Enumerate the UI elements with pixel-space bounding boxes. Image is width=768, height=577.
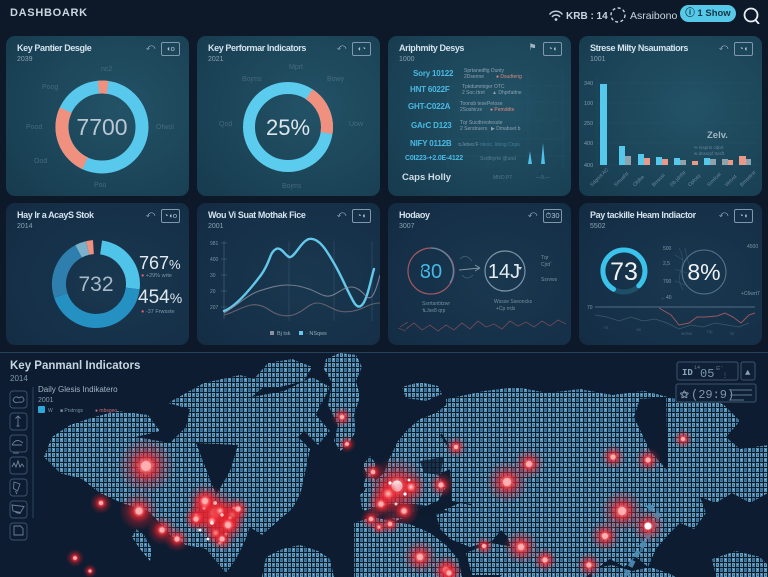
svg-text:■ Prstrogs: ■ Prstrogs: [60, 408, 84, 414]
svg-text:Ssrrtanbtzwr: Ssrrtanbtzwr: [422, 301, 450, 307]
svg-text:2Soshirze: 2Soshirze: [460, 107, 482, 113]
svg-text:2Dsenne: 2Dsenne: [464, 74, 484, 80]
svg-text:Wrtvst: Wrtvst: [724, 174, 739, 189]
svg-text:rrp: rrp: [707, 329, 713, 334]
svg-text:Smuafst: Smuafst: [613, 170, 631, 188]
svg-text:2 Soc.ttret: 2 Soc.ttret: [462, 90, 485, 96]
svg-text:w dnssrpf ttosft: w dnssrpf ttosft: [694, 151, 725, 156]
svg-text:Ssrvws: Ssrvws: [541, 277, 558, 283]
svg-text:7700: 7700: [76, 114, 127, 140]
svg-text:Cjrdˇ: Cjrdˇ: [541, 262, 552, 268]
svg-text:(29:9): (29:9): [691, 388, 734, 402]
svg-text:▶ Dmabset b: ▶ Dmabset b: [491, 126, 521, 132]
svg-text:8%: 8%: [687, 259, 720, 285]
svg-text:Zelv.: Zelv.: [707, 130, 728, 141]
svg-text:W: W: [48, 408, 53, 414]
svg-text:250: 250: [584, 121, 593, 127]
svg-text:2 Serstruers: 2 Serstruers: [460, 126, 488, 132]
svg-text:+Cp rrds: +Cp rrds: [496, 306, 516, 312]
svg-text:Daily Glesis Indikatero: Daily Glesis Indikatero: [38, 385, 118, 394]
svg-text:ID: ID: [682, 368, 693, 378]
svg-text:14: 14: [694, 365, 700, 371]
svg-text:▲: ▲: [745, 368, 751, 378]
svg-text:Oplosy: Oplosy: [687, 173, 703, 189]
svg-text:400: 400: [584, 163, 593, 169]
svg-text:ntesc. ldesg Cnps: ntesc. ldesg Cnps: [480, 142, 520, 148]
svg-text:HNT 6022F: HNT 6022F: [410, 85, 450, 94]
svg-text:⚝: ⚝: [680, 389, 689, 400]
svg-text:Wssse Sseoncks: Wssse Sseoncks: [494, 299, 533, 305]
svg-text:● Pemddte: ● Pemddte: [490, 107, 515, 113]
svg-text:4500: 4500: [747, 244, 758, 250]
svg-text:←40: ←40: [661, 295, 672, 301]
svg-text:⇅Jse8 qrp: ⇅Jse8 qrp: [422, 308, 446, 314]
svg-text:·tw: ·tw: [635, 327, 642, 332]
svg-text:Db jdnfst: Db jdnfst: [669, 170, 688, 189]
svg-text:Bj tsk: Bj tsk: [277, 331, 291, 337]
svg-text:Ssdtbyrte @und: Ssdtbyrte @und: [480, 156, 516, 162]
svg-text:⋮: ⋮: [722, 372, 728, 379]
svg-text:700: 700: [663, 279, 672, 285]
svg-text:400: 400: [210, 257, 219, 263]
svg-text:Key Panmanl Indicators: Key Panmanl Indicators: [10, 360, 140, 372]
svg-text:Tqr: Tqr: [541, 255, 549, 261]
svg-text:Ofdbe: Ofdbe: [632, 174, 646, 188]
svg-text:Tqr Sucdtreotesute: Tqr Sucdtreotesute: [460, 120, 503, 126]
svg-text:70: 70: [587, 305, 593, 311]
svg-text:wdsw: wdsw: [681, 331, 693, 336]
svg-text:207: 207: [210, 305, 219, 311]
svg-text:⦸Jebes⋮F: ⦸Jebes⋮F: [458, 142, 479, 148]
svg-text:14J: 14J: [488, 261, 520, 283]
svg-text:Srmfcat: Srmfcat: [706, 171, 723, 188]
svg-text:GHT-C022A: GHT-C022A: [408, 102, 451, 111]
svg-text:732: 732: [78, 273, 113, 296]
svg-text:NIFY 0112B: NIFY 0112B: [410, 139, 452, 148]
svg-text:25%: 25%: [266, 115, 310, 140]
svg-text:● mbsgeo: ● mbsgeo: [95, 408, 117, 414]
svg-text:Sory 10122: Sory 10122: [413, 69, 454, 78]
svg-text:340: 340: [584, 81, 593, 87]
svg-text:C0I223-+2.0E-4122: C0I223-+2.0E-4122: [405, 155, 463, 162]
svg-text:⋿ʻ: ⋿ʻ: [716, 365, 723, 372]
svg-text:05: 05: [700, 367, 714, 381]
svg-text:· NSqws: · NSqws: [306, 331, 327, 337]
svg-text:GArC D123: GArC D123: [411, 121, 452, 130]
svg-text:981: 981: [210, 241, 219, 247]
svg-text:2014: 2014: [10, 374, 28, 383]
svg-text:2001: 2001: [38, 397, 54, 404]
svg-text:Tpkdummiger OTC: Tpkdummiger OTC: [462, 84, 505, 90]
svg-text:500: 500: [663, 246, 672, 252]
svg-text:73: 73: [610, 258, 638, 286]
svg-text:↬ tssprts cdprt: ↬ tssprts cdprt: [694, 145, 724, 150]
svg-text:Sdgriot AC: Sdgriot AC: [589, 167, 610, 188]
svg-text:Bmsetrst: Bmsetrst: [739, 170, 758, 189]
svg-text:Brresst: Brresst: [651, 172, 667, 188]
svg-text:Caps Holly: Caps Holly: [402, 172, 452, 183]
svg-text:MNO.PT: MNO.PT: [493, 175, 512, 181]
svg-text:KRB : 14: KRB : 14: [566, 11, 608, 22]
svg-text:100: 100: [584, 101, 593, 107]
svg-text:Toonsb tesePetose: Toonsb tesePetose: [460, 101, 503, 107]
svg-text:▲ Dhprfattne: ▲ Dhprfattne: [492, 90, 522, 96]
svg-text:Asraibono: Asraibono: [630, 10, 677, 22]
svg-text:lala: lala: [13, 451, 19, 455]
svg-text:+C6wrt7: +C6wrt7: [741, 291, 760, 297]
svg-text:·br: ·br: [729, 331, 735, 336]
svg-text:30: 30: [420, 261, 442, 283]
svg-text:20: 20: [210, 289, 216, 295]
svg-text:● Dsudterig: ● Dsudterig: [496, 74, 522, 80]
svg-text:400: 400: [584, 141, 593, 147]
svg-text:Sprtanedfig Dunty: Sprtanedfig Dunty: [464, 68, 505, 74]
svg-text:—9.—: —9.—: [536, 175, 550, 181]
svg-text:·rs: ·rs: [603, 325, 609, 330]
svg-text:2,5: 2,5: [663, 261, 670, 267]
svg-text:30: 30: [210, 273, 216, 279]
